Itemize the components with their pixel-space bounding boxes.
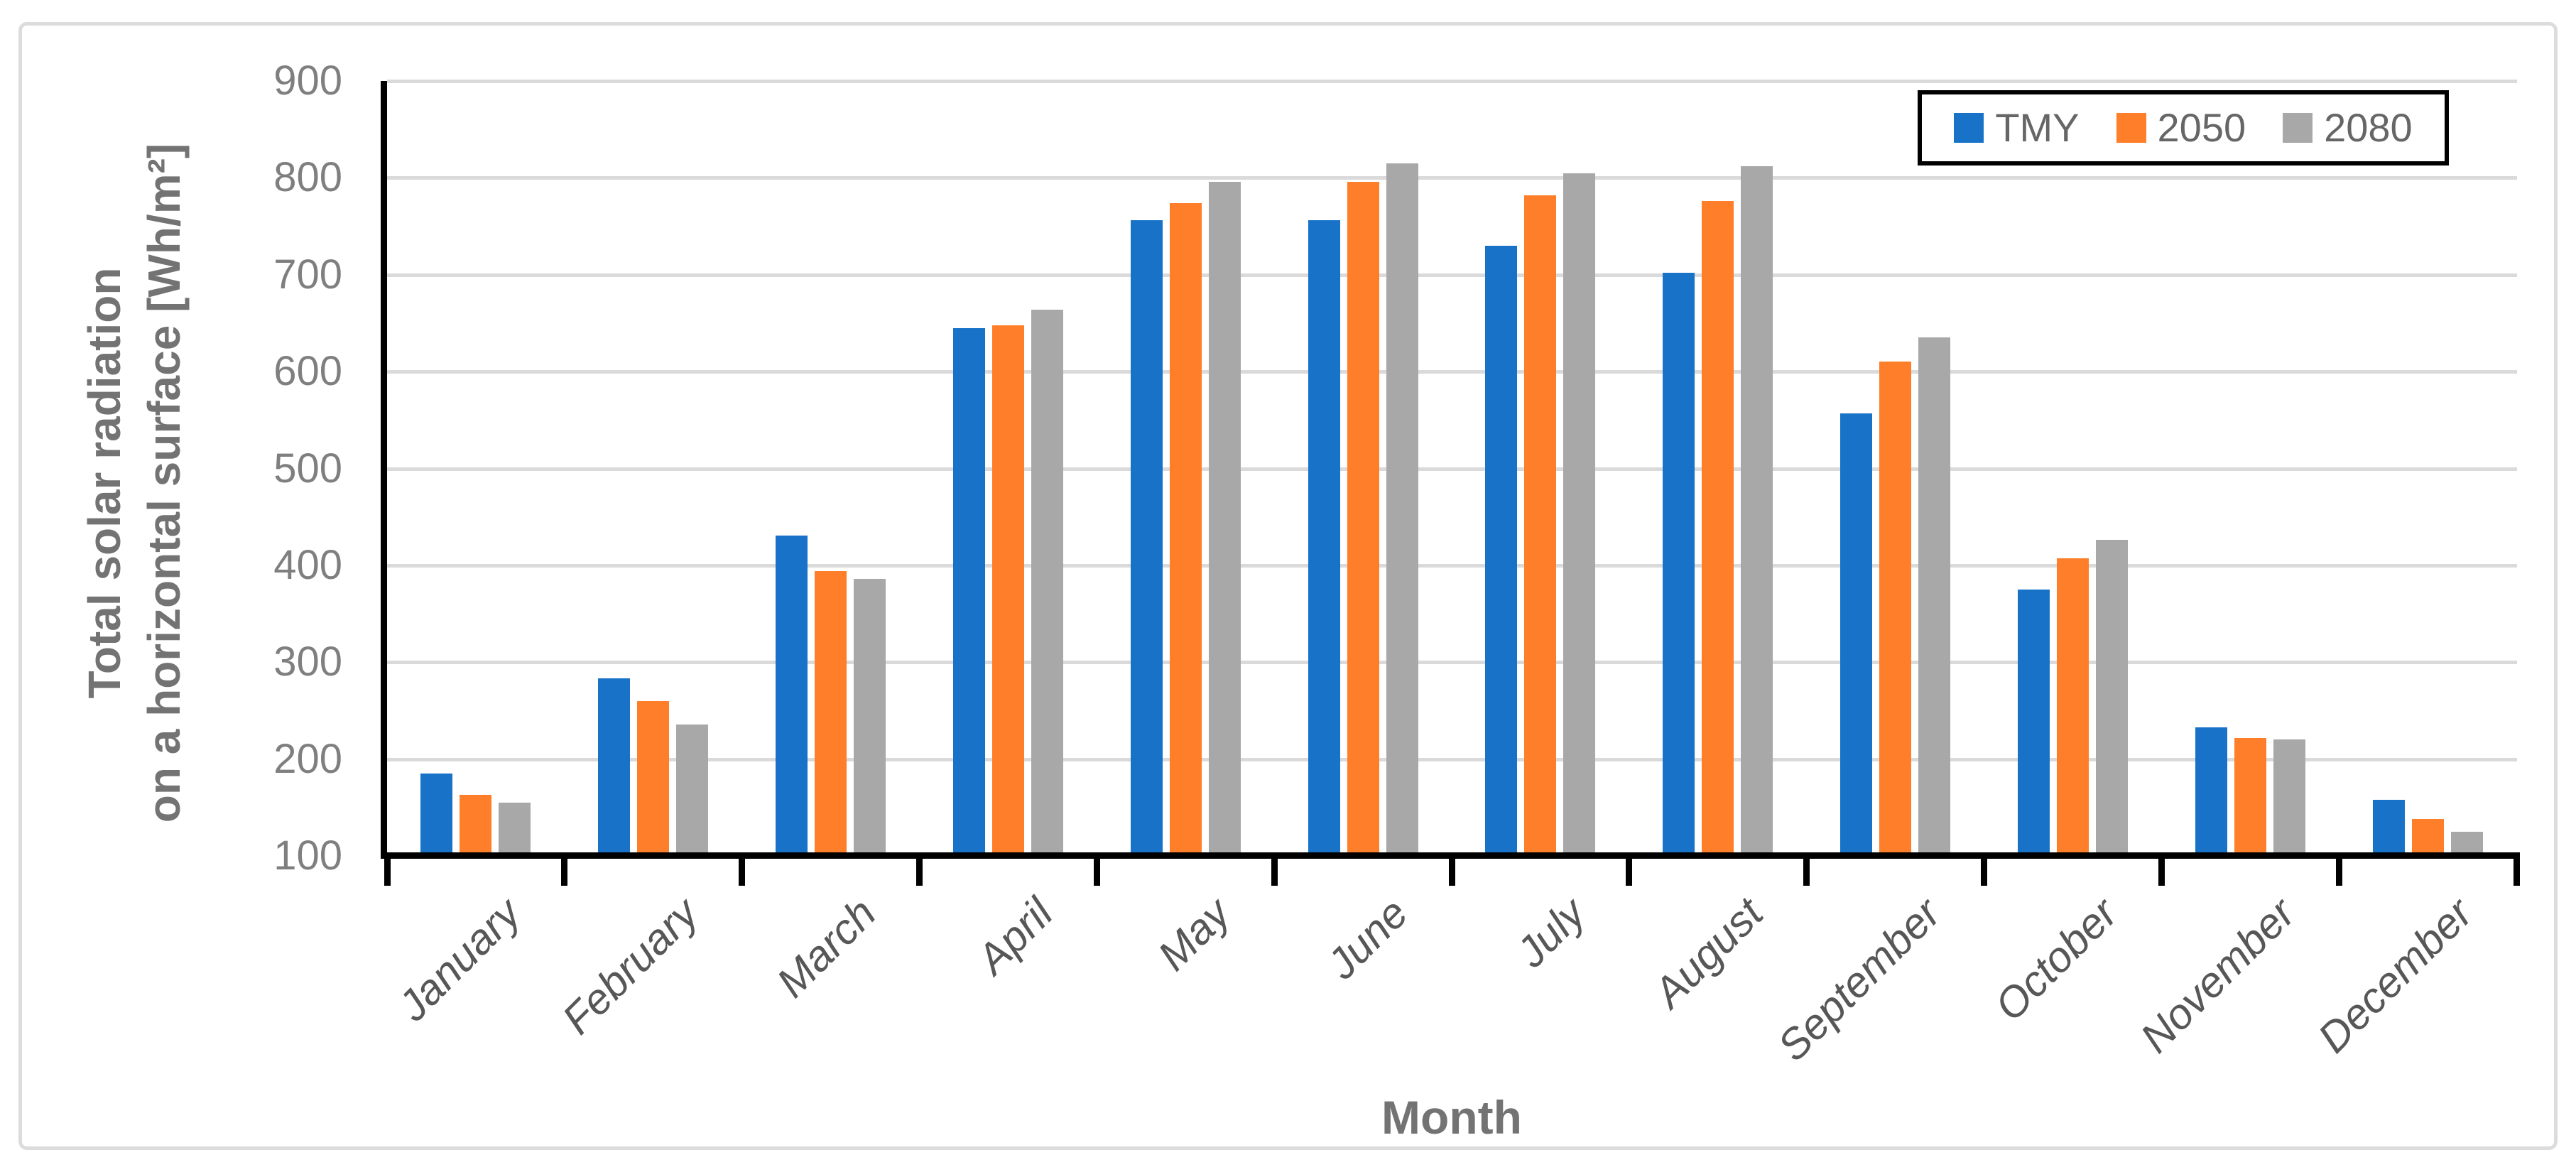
x-tick-mark-10 — [2158, 852, 2165, 886]
gridline-800 — [387, 176, 2517, 180]
bar-2080-September — [1918, 337, 1951, 855]
bar-2080-November — [2273, 739, 2305, 855]
bar-TMY-November — [2195, 727, 2227, 855]
x-tick-mark-1 — [561, 852, 568, 886]
x-tick-mark-12 — [2513, 852, 2520, 886]
bar-2050-December — [2411, 819, 2444, 855]
bar-2080-August — [1741, 166, 1773, 855]
y-tick-label-300: 300 — [273, 639, 342, 685]
x-tick-mark-11 — [2335, 852, 2342, 886]
bar-TMY-July — [1485, 245, 1518, 855]
y-tick-label-700: 700 — [273, 251, 342, 298]
gridline-900 — [387, 80, 2517, 83]
gridline-700 — [387, 273, 2517, 277]
bar-2050-January — [460, 795, 492, 855]
legend-swatch-tmy — [1954, 113, 1984, 143]
legend-item-tmy: TMY — [1954, 105, 2080, 150]
bar-TMY-August — [1663, 273, 1695, 855]
legend-swatch-2050 — [2116, 113, 2146, 143]
bar-TMY-May — [1130, 220, 1163, 855]
y-axis-title: Total solar radiation on a horizontal su… — [75, 21, 195, 945]
y-tick-label-500: 500 — [273, 445, 342, 492]
y-tick-label-200: 200 — [273, 735, 342, 782]
x-tick-mark-9 — [1981, 852, 1987, 886]
legend-item-2080: 2080 — [2283, 108, 2413, 148]
gridline-200 — [387, 757, 2517, 761]
bar-2080-April — [1031, 309, 1063, 855]
bar-2080-February — [676, 724, 709, 855]
bar-TMY-January — [420, 774, 453, 855]
legend-item-2050: 2050 — [2116, 108, 2246, 148]
x-tick-mark-8 — [1803, 852, 1810, 886]
bar-2050-July — [1524, 195, 1557, 855]
bar-2050-April — [991, 325, 1024, 855]
bar-TMY-April — [952, 327, 985, 855]
legend: TMY 2050 2080 — [1918, 90, 2449, 166]
bar-2080-December — [2450, 831, 2483, 855]
gridline-500 — [387, 467, 2517, 471]
bar-2050-June — [1347, 181, 1379, 855]
y-tick-label-600: 600 — [273, 348, 342, 395]
y-tick-label-800: 800 — [273, 154, 342, 201]
bar-2080-May — [1208, 181, 1241, 855]
x-tick-mark-4 — [1093, 852, 1100, 886]
y-tick-label-400: 400 — [273, 541, 342, 588]
bar-2050-August — [1702, 201, 1734, 855]
bar-2050-September — [1879, 362, 1912, 855]
x-tick-mark-0 — [384, 852, 391, 886]
bar-2050-October — [2056, 558, 2089, 855]
gridline-400 — [387, 563, 2517, 568]
gridline-600 — [387, 370, 2517, 374]
x-tick-mark-7 — [1626, 852, 1633, 886]
bar-2080-March — [854, 578, 886, 855]
bar-TMY-September — [1840, 413, 1873, 855]
y-axis-title-line2: on a horizontal surface [Wh/m²] — [138, 143, 190, 823]
bar-2050-November — [2234, 737, 2266, 855]
x-tick-mark-6 — [1448, 852, 1455, 886]
x-axis-title: Month — [1381, 1091, 1522, 1144]
legend-label-2080: 2080 — [2324, 105, 2413, 150]
bar-TMY-March — [776, 535, 808, 855]
x-tick-mark-3 — [916, 852, 923, 886]
legend-label-tmy: TMY — [1995, 105, 2080, 150]
bar-2080-January — [499, 802, 531, 855]
bar-2080-June — [1386, 163, 1418, 855]
bar-TMY-February — [598, 678, 631, 855]
chart-outer-border — [18, 22, 2558, 1150]
legend-label-2050: 2050 — [2157, 105, 2246, 150]
bar-TMY-June — [1308, 220, 1340, 855]
y-tick-label-100: 100 — [273, 832, 342, 879]
bar-2080-October — [2095, 540, 2128, 855]
gridline-300 — [387, 661, 2517, 665]
bar-TMY-October — [2017, 589, 2050, 855]
bar-2080-July — [1563, 173, 1596, 855]
bar-2050-March — [815, 571, 847, 855]
legend-swatch-2080 — [2283, 113, 2313, 143]
x-tick-mark-5 — [1271, 852, 1278, 886]
x-tick-mark-2 — [739, 852, 746, 886]
bar-TMY-December — [2372, 799, 2405, 855]
bar-2050-February — [637, 700, 670, 855]
y-axis-title-line1: Total solar radiation — [79, 267, 130, 699]
bar-2050-May — [1169, 202, 1202, 855]
y-axis-line — [381, 81, 387, 859]
y-tick-label-900: 900 — [273, 58, 342, 104]
x-axis-line — [381, 852, 2520, 859]
